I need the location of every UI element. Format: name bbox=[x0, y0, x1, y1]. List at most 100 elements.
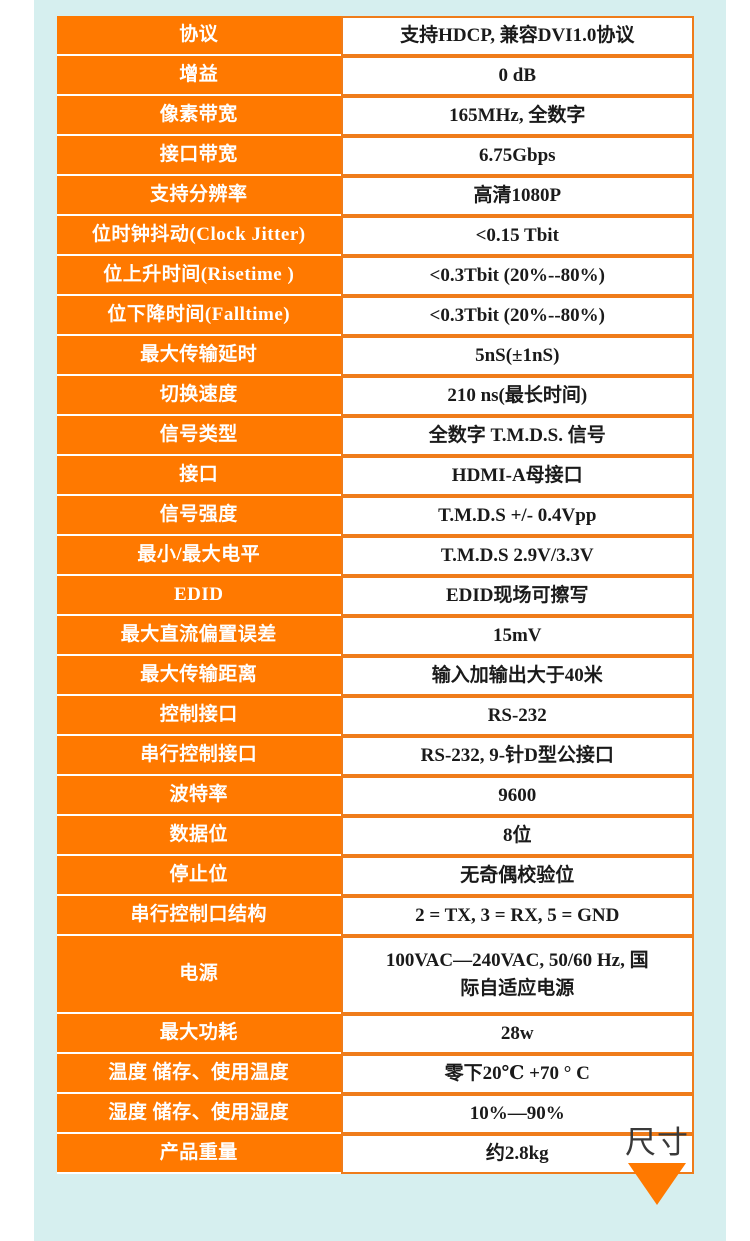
spec-label-text: 串行控制接口 bbox=[140, 744, 258, 766]
table-row: 接口带宽 6.75Gbps bbox=[57, 136, 694, 176]
spec-value-cell: T.M.D.S +/- 0.4Vpp bbox=[340, 496, 694, 536]
spec-value-cell: 9600 bbox=[340, 776, 694, 816]
table-row: 串行控制接口 RS-232, 9-针D型公接口 bbox=[57, 736, 694, 776]
spec-value-cell: 8位 bbox=[340, 816, 694, 856]
spec-value-text: 0 dB bbox=[498, 64, 537, 86]
spec-label-text: 湿度 储存、使用湿度 bbox=[108, 1102, 290, 1124]
spec-label-text: 波特率 bbox=[169, 784, 228, 806]
spec-label-cell: EDID bbox=[57, 576, 341, 616]
spec-value-cell: HDMI-A母接口 bbox=[340, 456, 694, 496]
spec-value-cell: 零下20℃ +70 ° C bbox=[340, 1054, 694, 1094]
spec-value-text: 输入加输出大于40米 bbox=[431, 664, 603, 686]
table-row: 最大功耗 28w bbox=[57, 1014, 694, 1054]
spec-label-cell: 最大传输距离 bbox=[57, 656, 341, 696]
spec-value-text: 15mV bbox=[492, 624, 542, 646]
spec-label-text: 最小/最大电平 bbox=[137, 544, 261, 566]
spec-label-text: 像素带宽 bbox=[159, 104, 238, 126]
spec-label-cell: 信号类型 bbox=[57, 416, 341, 456]
table-row: 串行控制口结构 2 = TX, 3 = RX, 5 = GND bbox=[57, 896, 694, 936]
spec-label-cell: 波特率 bbox=[57, 776, 341, 816]
table-row: 切换速度 210 ns(最长时间) bbox=[57, 376, 694, 416]
spec-value-cell: 165MHz, 全数字 bbox=[340, 96, 694, 136]
spec-value-text: <0.15 Tbit bbox=[475, 224, 559, 246]
table-row: 波特率 9600 bbox=[57, 776, 694, 816]
spec-label-text: 支持分辨率 bbox=[149, 184, 248, 206]
spec-value-cell: <0.15 Tbit bbox=[340, 216, 694, 256]
table-row: 最大传输延时 5nS(±1nS) bbox=[57, 336, 694, 376]
spec-value-text: 高清1080P bbox=[473, 184, 562, 206]
spec-value-text: 10%—90% bbox=[469, 1102, 565, 1124]
spec-label-cell: 电源 bbox=[57, 936, 341, 1014]
spec-label-cell: 串行控制接口 bbox=[57, 736, 341, 776]
spec-value-cell: 高清1080P bbox=[340, 176, 694, 216]
table-row: 位上升时间(Risetime ) <0.3Tbit (20%--80%) bbox=[57, 256, 694, 296]
spec-value-text: T.M.D.S 2.9V/3.3V bbox=[440, 544, 594, 566]
spec-label-cell: 位上升时间(Risetime ) bbox=[57, 256, 341, 296]
spec-value-text: 100VAC—240VAC, 50/60 Hz, 国际自适应电源 bbox=[385, 950, 649, 999]
spec-label-cell: 支持分辨率 bbox=[57, 176, 341, 216]
spec-label-cell: 协议 bbox=[57, 16, 341, 56]
spec-label-cell: 数据位 bbox=[57, 816, 341, 856]
spec-label-text: 接口带宽 bbox=[159, 144, 238, 166]
spec-label-cell: 串行控制口结构 bbox=[57, 896, 341, 936]
spec-value-text: 无奇偶校验位 bbox=[460, 864, 575, 886]
spec-value-cell: 5nS(±1nS) bbox=[340, 336, 694, 376]
spec-value-cell: 无奇偶校验位 bbox=[340, 856, 694, 896]
spec-value-cell: 210 ns(最长时间) bbox=[340, 376, 694, 416]
spec-value-text: <0.3Tbit (20%--80%) bbox=[429, 264, 605, 286]
spec-label-text: 增益 bbox=[179, 64, 219, 86]
spec-value-cell: RS-232 bbox=[340, 696, 694, 736]
spec-label-cell: 增益 bbox=[57, 56, 341, 96]
table-row: 最大传输距离 输入加输出大于40米 bbox=[57, 656, 694, 696]
spec-label-cell: 切换速度 bbox=[57, 376, 341, 416]
spec-label-cell: 位下降时间(Falltime) bbox=[57, 296, 341, 336]
spec-label-text: 控制接口 bbox=[159, 704, 238, 726]
spec-value-cell: 15mV bbox=[340, 616, 694, 656]
spec-label-cell: 湿度 储存、使用湿度 bbox=[57, 1094, 341, 1134]
spec-label-text: 最大功耗 bbox=[159, 1022, 238, 1044]
spec-value-cell: 输入加输出大于40米 bbox=[340, 656, 694, 696]
table-row: 信号类型 全数字 T.M.D.S. 信号 bbox=[57, 416, 694, 456]
spec-label-text: 协议 bbox=[179, 24, 219, 46]
table-row: 停止位 无奇偶校验位 bbox=[57, 856, 694, 896]
spec-label-text: 信号强度 bbox=[159, 504, 238, 526]
spec-value-text: 9600 bbox=[498, 784, 537, 806]
spec-label-text: 最大传输延时 bbox=[140, 344, 258, 366]
spec-value-text: 6.75Gbps bbox=[478, 144, 556, 166]
spec-value-cell: 0 dB bbox=[340, 56, 694, 96]
spec-label-text: 电源 bbox=[179, 963, 219, 985]
table-row: 协议 支持HDCP, 兼容DVI1.0协议 bbox=[57, 16, 694, 56]
spec-value-text: 支持HDCP, 兼容DVI1.0协议 bbox=[400, 24, 635, 46]
spec-label-text: 位时钟抖动(Clock Jitter) bbox=[91, 224, 306, 246]
table-row: EDID EDID现场可擦写 bbox=[57, 576, 694, 616]
spec-value-cell: EDID现场可擦写 bbox=[340, 576, 694, 616]
spec-label-cell: 最大传输延时 bbox=[57, 336, 341, 376]
spec-value-cell: 支持HDCP, 兼容DVI1.0协议 bbox=[340, 16, 694, 56]
spec-label-cell: 接口带宽 bbox=[57, 136, 341, 176]
triangle-down-icon bbox=[628, 1163, 686, 1205]
table-row: 温度 储存、使用温度 零下20℃ +70 ° C bbox=[57, 1054, 694, 1094]
spec-label-cell: 温度 储存、使用温度 bbox=[57, 1054, 341, 1094]
spec-value-text: T.M.D.S +/- 0.4Vpp bbox=[438, 504, 597, 526]
spec-value-text: EDID现场可擦写 bbox=[445, 584, 589, 606]
spec-value-cell: 6.75Gbps bbox=[340, 136, 694, 176]
table-row: 位下降时间(Falltime) <0.3Tbit (20%--80%) bbox=[57, 296, 694, 336]
spec-label-cell: 信号强度 bbox=[57, 496, 341, 536]
table-row: 信号强度 T.M.D.S +/- 0.4Vpp bbox=[57, 496, 694, 536]
spec-value-cell: 全数字 T.M.D.S. 信号 bbox=[340, 416, 694, 456]
spec-value-text: 零下20℃ +70 ° C bbox=[444, 1062, 590, 1084]
spec-value-cell: 10%—90% bbox=[340, 1094, 694, 1134]
spec-label-text: 位上升时间(Risetime ) bbox=[103, 264, 295, 286]
spec-label-text: 最大传输距离 bbox=[140, 664, 258, 686]
spec-label-text: 串行控制口结构 bbox=[130, 904, 267, 926]
spec-value-cell: 100VAC—240VAC, 50/60 Hz, 国际自适应电源 bbox=[340, 936, 694, 1014]
table-row: 增益 0 dB bbox=[57, 56, 694, 96]
spec-label-cell: 接口 bbox=[57, 456, 341, 496]
table-row: 湿度 储存、使用湿度 10%—90% bbox=[57, 1094, 694, 1134]
spec-value-text: 210 ns(最长时间) bbox=[447, 384, 588, 406]
spec-label-cell: 停止位 bbox=[57, 856, 341, 896]
spec-value-cell: RS-232, 9-针D型公接口 bbox=[340, 736, 694, 776]
spec-value-cell: 28w bbox=[340, 1014, 694, 1054]
spec-value-text: 8位 bbox=[502, 824, 532, 846]
spec-value-text: 全数字 T.M.D.S. 信号 bbox=[428, 424, 606, 446]
